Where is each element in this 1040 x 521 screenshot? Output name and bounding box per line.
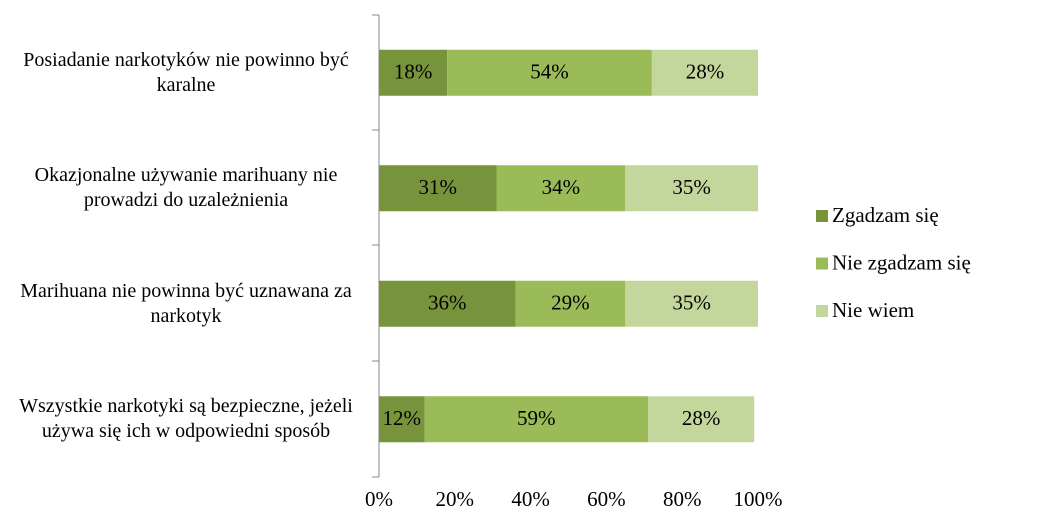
bar-segment	[648, 396, 755, 443]
bar-segment	[424, 396, 649, 443]
value-label: 28%	[682, 406, 721, 430]
bar-segment	[625, 280, 758, 327]
legend-label: Nie zgadzam się	[832, 250, 971, 274]
value-label: 54%	[530, 60, 569, 84]
x-tick-label: 60%	[587, 487, 626, 511]
category-label: Okazjonalne używanie marihuany nie prowa…	[34, 164, 338, 212]
bar-segment	[379, 280, 516, 327]
category-label: Wszystkie narkotyki są bezpieczne, jeżel…	[19, 395, 353, 443]
legend-label: Zgadzam się	[832, 203, 939, 227]
bar-segment	[515, 280, 626, 327]
x-tick-label: 80%	[663, 487, 702, 511]
category-label: Marihuana nie powinna być uznawana za na…	[20, 279, 352, 327]
legend-swatch	[816, 305, 828, 317]
value-label: 28%	[686, 60, 725, 84]
legend-label: Nie wiem	[832, 298, 914, 322]
value-label: 29%	[551, 291, 590, 315]
value-label: 35%	[672, 291, 711, 315]
value-label: 31%	[418, 175, 457, 199]
legend-swatch	[816, 257, 828, 270]
category-label: Posiadanie narkotyków nie powinno być ka…	[23, 48, 349, 96]
value-label: 18%	[394, 60, 433, 84]
value-label: 34%	[542, 175, 581, 199]
legend-swatch	[816, 210, 828, 222]
value-label: 59%	[517, 406, 556, 430]
value-label: 35%	[672, 175, 711, 199]
bar-segment	[651, 49, 758, 96]
bar-segment	[496, 165, 626, 212]
x-tick-label: 0%	[365, 487, 393, 511]
bar-segment	[447, 49, 652, 96]
bar-segment	[379, 165, 497, 212]
value-label: 36%	[428, 291, 467, 315]
bar-segment	[625, 165, 758, 212]
x-tick-label: 40%	[511, 487, 550, 511]
x-tick-label: 100%	[734, 487, 783, 511]
bar-segment	[379, 49, 448, 96]
x-tick-label: 20%	[436, 487, 475, 511]
value-label: 12%	[382, 406, 421, 430]
bar-segment	[379, 396, 425, 443]
